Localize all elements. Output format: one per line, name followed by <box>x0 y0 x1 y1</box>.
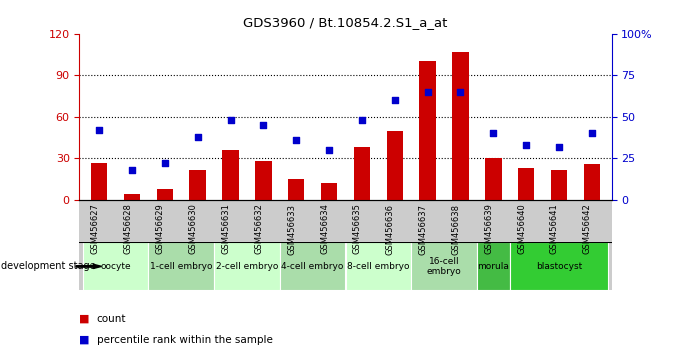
Point <box>455 89 466 95</box>
Text: count: count <box>97 314 126 324</box>
Bar <box>149 242 214 290</box>
Point <box>291 137 302 143</box>
Text: blastocyst: blastocyst <box>536 262 582 271</box>
Text: GSM456637: GSM456637 <box>419 204 428 255</box>
Text: 1-cell embryo: 1-cell embryo <box>150 262 213 271</box>
Bar <box>452 52 468 200</box>
Bar <box>518 168 534 200</box>
Text: GSM456629: GSM456629 <box>156 204 165 254</box>
Bar <box>411 242 477 290</box>
Text: 16-cell
embryo: 16-cell embryo <box>426 257 462 276</box>
Point <box>126 167 138 173</box>
Point <box>258 122 269 128</box>
Text: GSM456635: GSM456635 <box>353 204 362 255</box>
Point <box>488 131 499 136</box>
Text: GSM456630: GSM456630 <box>189 204 198 255</box>
Point <box>553 144 565 150</box>
Bar <box>321 183 337 200</box>
Bar <box>124 194 140 200</box>
Text: GSM456627: GSM456627 <box>90 204 100 255</box>
Point <box>422 89 433 95</box>
Bar <box>419 61 436 200</box>
Bar <box>83 242 149 290</box>
Text: development stage: development stage <box>1 261 95 272</box>
Bar <box>584 164 600 200</box>
Text: GSM456641: GSM456641 <box>550 204 559 254</box>
Text: 2-cell embryo: 2-cell embryo <box>216 262 278 271</box>
Point <box>94 127 105 133</box>
Text: GSM456639: GSM456639 <box>484 204 493 255</box>
Bar <box>346 242 411 290</box>
Bar <box>255 161 272 200</box>
Text: GSM456634: GSM456634 <box>320 204 329 255</box>
Bar <box>157 189 173 200</box>
Text: GSM456638: GSM456638 <box>451 204 460 255</box>
Bar <box>485 159 502 200</box>
Text: GSM456642: GSM456642 <box>583 204 591 254</box>
Text: ■: ■ <box>79 335 90 345</box>
Bar <box>91 162 107 200</box>
Text: percentile rank within the sample: percentile rank within the sample <box>97 335 273 345</box>
Bar <box>214 242 280 290</box>
Point <box>520 142 531 148</box>
Bar <box>551 170 567 200</box>
Text: ■: ■ <box>79 314 90 324</box>
Bar <box>189 170 206 200</box>
Text: GSM456640: GSM456640 <box>517 204 526 254</box>
Text: GSM456633: GSM456633 <box>287 204 296 255</box>
Text: GSM456632: GSM456632 <box>254 204 263 255</box>
Bar <box>386 131 403 200</box>
Text: oocyte: oocyte <box>100 262 131 271</box>
Point <box>586 131 597 136</box>
Bar <box>280 242 346 290</box>
Point <box>225 117 236 123</box>
Bar <box>477 242 510 290</box>
Point <box>160 161 171 166</box>
Bar <box>288 179 305 200</box>
Point <box>323 147 334 153</box>
Point <box>357 117 368 123</box>
Text: morula: morula <box>477 262 509 271</box>
Bar <box>354 147 370 200</box>
Text: 4-cell embryo: 4-cell embryo <box>281 262 344 271</box>
Point <box>389 97 400 103</box>
Text: GDS3960 / Bt.10854.2.S1_a_at: GDS3960 / Bt.10854.2.S1_a_at <box>243 16 448 29</box>
Bar <box>223 150 239 200</box>
Bar <box>510 242 608 290</box>
Text: 8-cell embryo: 8-cell embryo <box>347 262 410 271</box>
Text: GSM456631: GSM456631 <box>222 204 231 255</box>
Text: GSM456628: GSM456628 <box>123 204 132 255</box>
Point <box>192 134 203 139</box>
Text: GSM456636: GSM456636 <box>386 204 395 255</box>
